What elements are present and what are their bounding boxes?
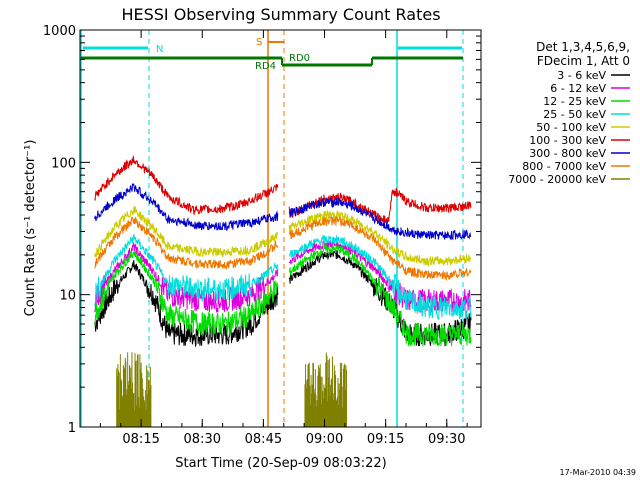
- x-axis-label: Start Time (20-Sep-09 08:03:22): [175, 456, 386, 471]
- rd0-label: RD0: [289, 53, 310, 64]
- legend-entry-label: 12 - 25 keV: [543, 95, 606, 108]
- x-tick-label: 08:45: [245, 432, 282, 447]
- x-tick-label: 08:15: [122, 432, 159, 447]
- series-line-1: [94, 239, 472, 313]
- y-axis-label: Count Rate (s⁻¹ detector⁻¹): [23, 140, 38, 317]
- series-line-5: [94, 155, 472, 225]
- x-tick-label: 09:15: [367, 432, 404, 447]
- legend-entry-label: 300 - 800 keV: [529, 147, 606, 160]
- y-tick-label: 10: [59, 289, 76, 304]
- legend-header: Det 1,3,4,5,6,9,: [536, 40, 630, 54]
- x-tick-label: 09:30: [428, 432, 465, 447]
- rd4-label: RD4: [255, 61, 276, 72]
- saa-label: S: [256, 37, 262, 48]
- series-line-4: [94, 206, 472, 268]
- y-tick-label: 1: [68, 421, 76, 436]
- x-tick-label: 09:00: [306, 432, 343, 447]
- legend: Det 1,3,4,5,6,9,FDecim 1, Att 03 - 6 keV…: [508, 40, 630, 186]
- legend-entry-label: 25 - 50 keV: [543, 108, 606, 121]
- legend-entry-label: 800 - 7000 keV: [522, 160, 606, 173]
- x-axis: 08:15 08:30 08:45 09:00 09:15 09:30: [99, 30, 468, 447]
- chart-title: HESSI Observing Summary Count Rates: [121, 5, 440, 24]
- series-line-7: [94, 215, 472, 282]
- y-tick-label: 1000: [43, 24, 76, 39]
- series-line-6: [94, 182, 472, 241]
- night-label: N: [156, 44, 163, 55]
- series-olive-bursts: [116, 352, 348, 427]
- footer-timestamp: 17-Mar-2010 04:39: [560, 468, 637, 477]
- plot-frame: [79, 29, 482, 428]
- legend-entry-label: 7000 - 20000 keV: [508, 173, 606, 186]
- y-tick-label: 100: [51, 156, 76, 171]
- y-axis: 1 10 100 1000: [43, 24, 481, 436]
- legend-header: FDecim 1, Att 0: [537, 54, 630, 68]
- legend-entry-label: 50 - 100 keV: [536, 121, 606, 134]
- legend-entry-label: 3 - 6 keV: [557, 69, 606, 82]
- series-line-3: [94, 234, 472, 320]
- legend-entry-label: 100 - 300 keV: [529, 134, 606, 147]
- series-line-2: [94, 243, 472, 347]
- series-group: [94, 155, 472, 427]
- legend-entry-label: 6 - 12 keV: [550, 82, 606, 95]
- x-tick-label: 08:30: [184, 432, 221, 447]
